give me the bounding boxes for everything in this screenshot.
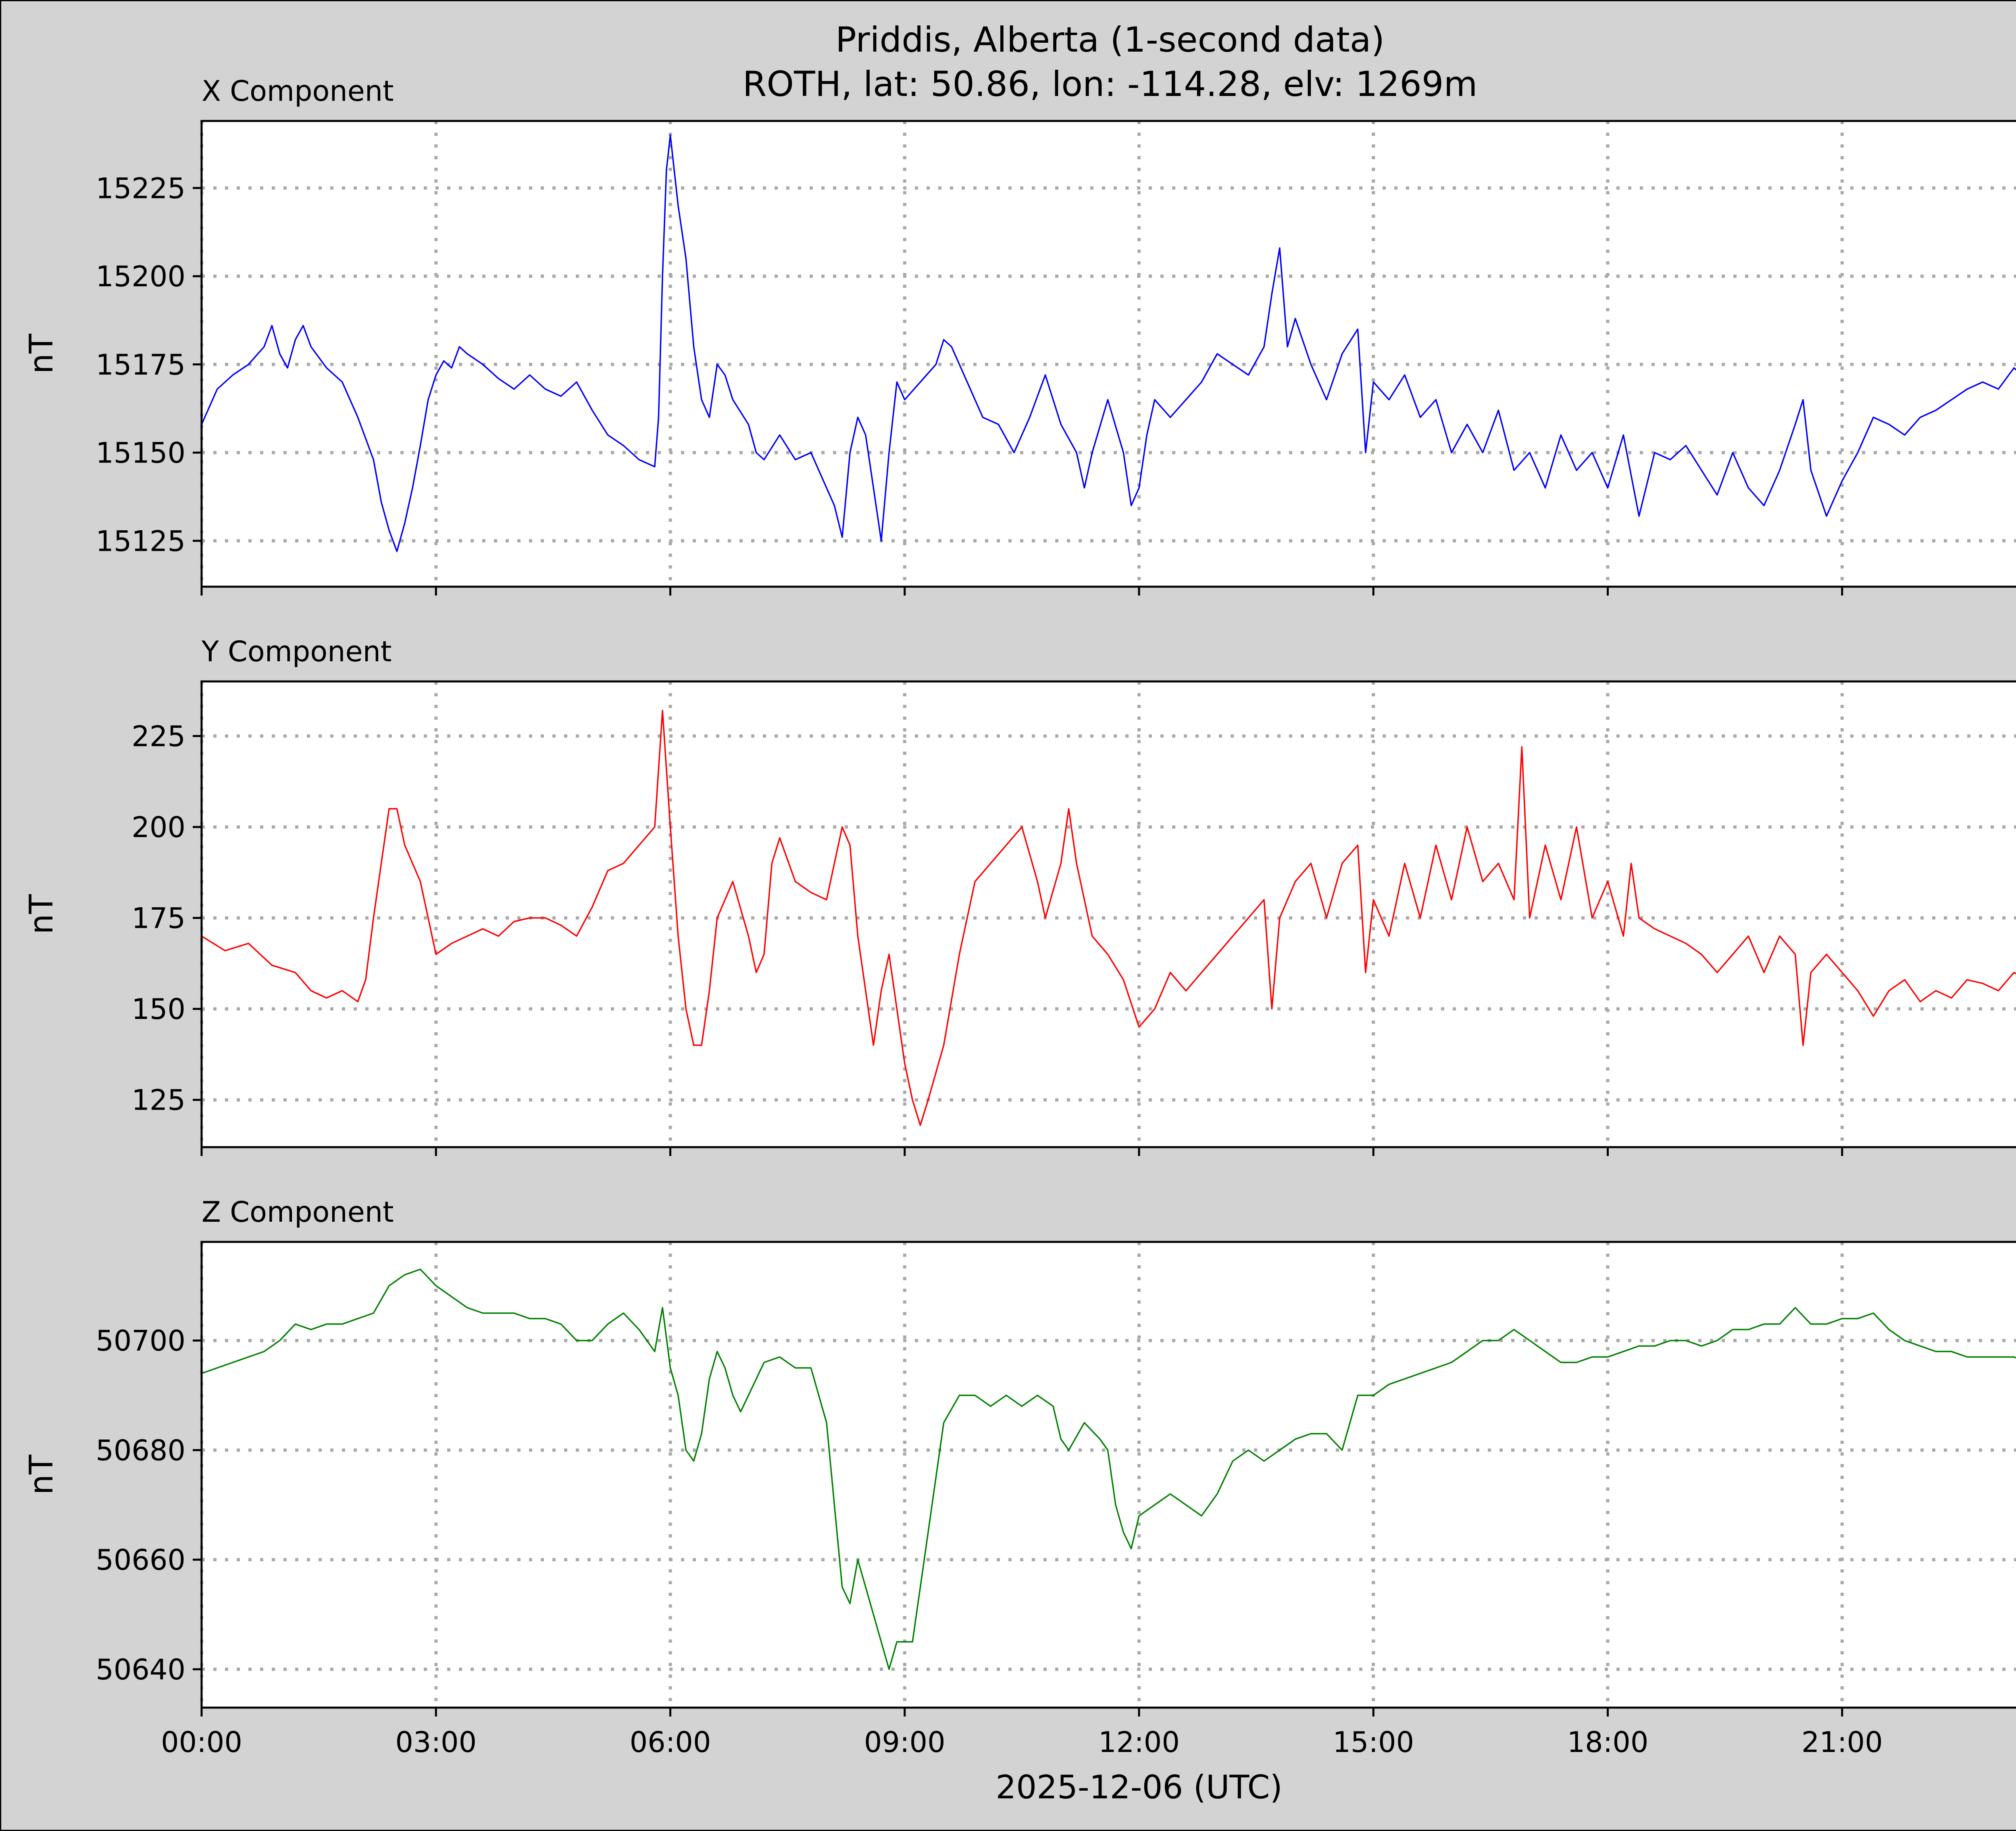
y-tick-label: 15175 <box>96 348 185 381</box>
panel-title: X Component <box>202 75 394 108</box>
y-tick-label: 50680 <box>96 1434 185 1467</box>
figure-title-line1: Priddis, Alberta (1-second data) <box>835 20 1385 60</box>
y-tick-label: 15200 <box>96 260 185 293</box>
x-tick-label: 15:00 <box>1333 1726 1414 1759</box>
x-tick-label: 21:00 <box>1801 1726 1883 1759</box>
x-tick-label: 03:00 <box>395 1726 477 1759</box>
series-line-2 <box>201 1269 2016 1670</box>
x-tick-label: 06:00 <box>630 1726 711 1759</box>
x-axis-label: 2025-12-06 (UTC) <box>996 1769 1282 1806</box>
panel-2: 50640 50660 50680 50700 00:00 03:00 06:00 09:00… <box>23 1196 2016 1759</box>
series-line-1 <box>201 710 2016 1126</box>
panel-title: Z Component <box>202 1196 394 1229</box>
y-tick-label: 50660 <box>96 1544 185 1577</box>
panel-title: Y Component <box>201 635 392 668</box>
x-tick-label: 12:00 <box>1098 1726 1180 1759</box>
y-tick-label: 150 <box>131 993 185 1026</box>
y-tick-label: 225 <box>131 720 185 753</box>
y-tick-label: 50700 <box>96 1325 185 1358</box>
x-tick-label: 00:00 <box>161 1726 242 1759</box>
y-tick-label: 175 <box>131 902 185 935</box>
panel-0: 15125 15150 15175 15200 15225 X Component nT <box>23 75 2016 596</box>
series-line-0 <box>201 134 2016 552</box>
y-tick-label: 200 <box>131 811 185 844</box>
y-tick-label: 15125 <box>96 525 185 558</box>
y-axis-label: nT <box>23 894 60 935</box>
y-axis-label: nT <box>23 1454 60 1495</box>
y-tick-label: 15225 <box>96 172 185 205</box>
panel-plot-area <box>202 1242 2016 1708</box>
y-tick-label: 125 <box>131 1084 185 1117</box>
x-tick-label: 09:00 <box>864 1726 946 1759</box>
y-tick-label: 50640 <box>96 1653 185 1686</box>
y-axis-label: nT <box>23 333 60 374</box>
panel-plot-area <box>202 681 2016 1147</box>
panel-plot-area <box>202 121 2016 587</box>
x-tick-label: 18:00 <box>1567 1726 1649 1759</box>
panel-1: 125 150 175 200 225 Y Component nT <box>23 635 2016 1156</box>
figure-title-line2: ROTH, lat: 50.86, lon: -114.28, elv: 126… <box>743 64 1478 104</box>
y-tick-label: 15150 <box>96 437 185 470</box>
